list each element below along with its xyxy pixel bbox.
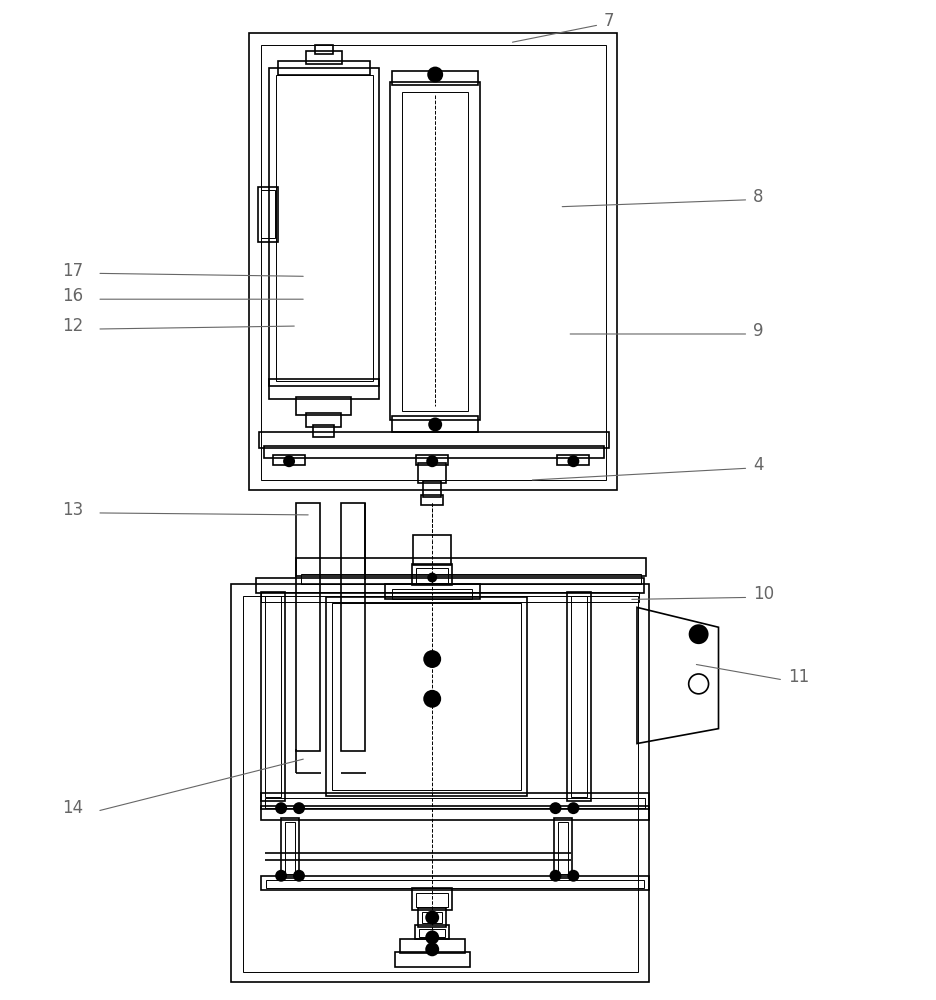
Bar [278,61,370,75]
Circle shape [429,417,442,431]
Bar [571,596,587,797]
Circle shape [549,870,562,882]
Bar [413,888,452,910]
Circle shape [425,911,439,924]
Text: 13: 13 [63,501,83,519]
Circle shape [293,870,305,882]
Bar [401,939,465,953]
Bar [306,51,342,64]
Bar [276,75,373,381]
Bar [261,876,649,890]
Bar [419,929,446,937]
Circle shape [427,573,437,583]
Bar [281,818,299,878]
Bar [243,596,638,972]
Bar [256,578,644,593]
Bar [261,45,607,480]
Text: 9: 9 [753,322,764,340]
Bar [418,463,446,483]
Bar [392,416,478,432]
Bar [417,568,448,583]
Circle shape [423,650,441,668]
Circle shape [567,802,579,814]
Bar [296,558,646,576]
Bar [314,45,333,54]
Bar [270,379,378,399]
Bar [261,190,275,238]
Bar [259,432,609,448]
Bar [392,589,472,599]
Text: 7: 7 [603,12,614,30]
Bar [249,33,617,490]
Bar [264,446,604,458]
Bar [423,481,441,497]
Bar [266,880,644,888]
Text: 17: 17 [63,262,83,280]
Bar [261,592,285,801]
Text: 16: 16 [63,287,83,305]
Bar [261,806,649,820]
Bar [417,455,448,465]
Bar [418,908,446,927]
Bar [270,68,378,386]
Bar [231,584,649,982]
Bar [261,592,639,602]
Text: 14: 14 [63,799,83,817]
Bar [296,503,320,751]
Bar [265,596,281,797]
Circle shape [423,690,441,708]
Text: 4: 4 [753,456,764,474]
Circle shape [567,455,579,467]
Circle shape [425,942,439,956]
Bar [326,597,527,796]
Bar [313,425,334,437]
Circle shape [425,930,439,944]
Bar [296,397,351,415]
Bar [559,822,568,874]
Bar [306,413,341,427]
Bar [258,187,278,242]
Bar [554,818,573,878]
Bar [386,584,480,599]
Bar [285,822,295,874]
Bar [558,455,590,465]
Text: 12: 12 [63,317,83,335]
Text: 8: 8 [753,188,764,206]
Bar [301,574,641,584]
Circle shape [426,455,438,467]
Circle shape [275,870,287,882]
Bar [414,535,451,565]
Bar [422,912,442,923]
Bar [402,92,468,411]
Circle shape [427,67,443,82]
Text: 10: 10 [753,585,774,603]
Bar [395,952,470,967]
Circle shape [549,802,562,814]
Circle shape [275,802,287,814]
Circle shape [567,870,579,882]
Bar [417,893,448,907]
Bar [332,603,520,790]
Circle shape [283,455,295,467]
Text: 11: 11 [788,668,810,686]
Bar [273,455,305,465]
Bar [392,71,478,85]
Bar [265,798,645,808]
Bar [413,564,452,585]
Circle shape [689,624,709,644]
Bar [390,82,480,420]
Bar [421,495,443,505]
Bar [567,592,592,801]
Bar [261,793,649,809]
Circle shape [293,802,305,814]
Bar [341,503,365,751]
Bar [416,925,449,939]
